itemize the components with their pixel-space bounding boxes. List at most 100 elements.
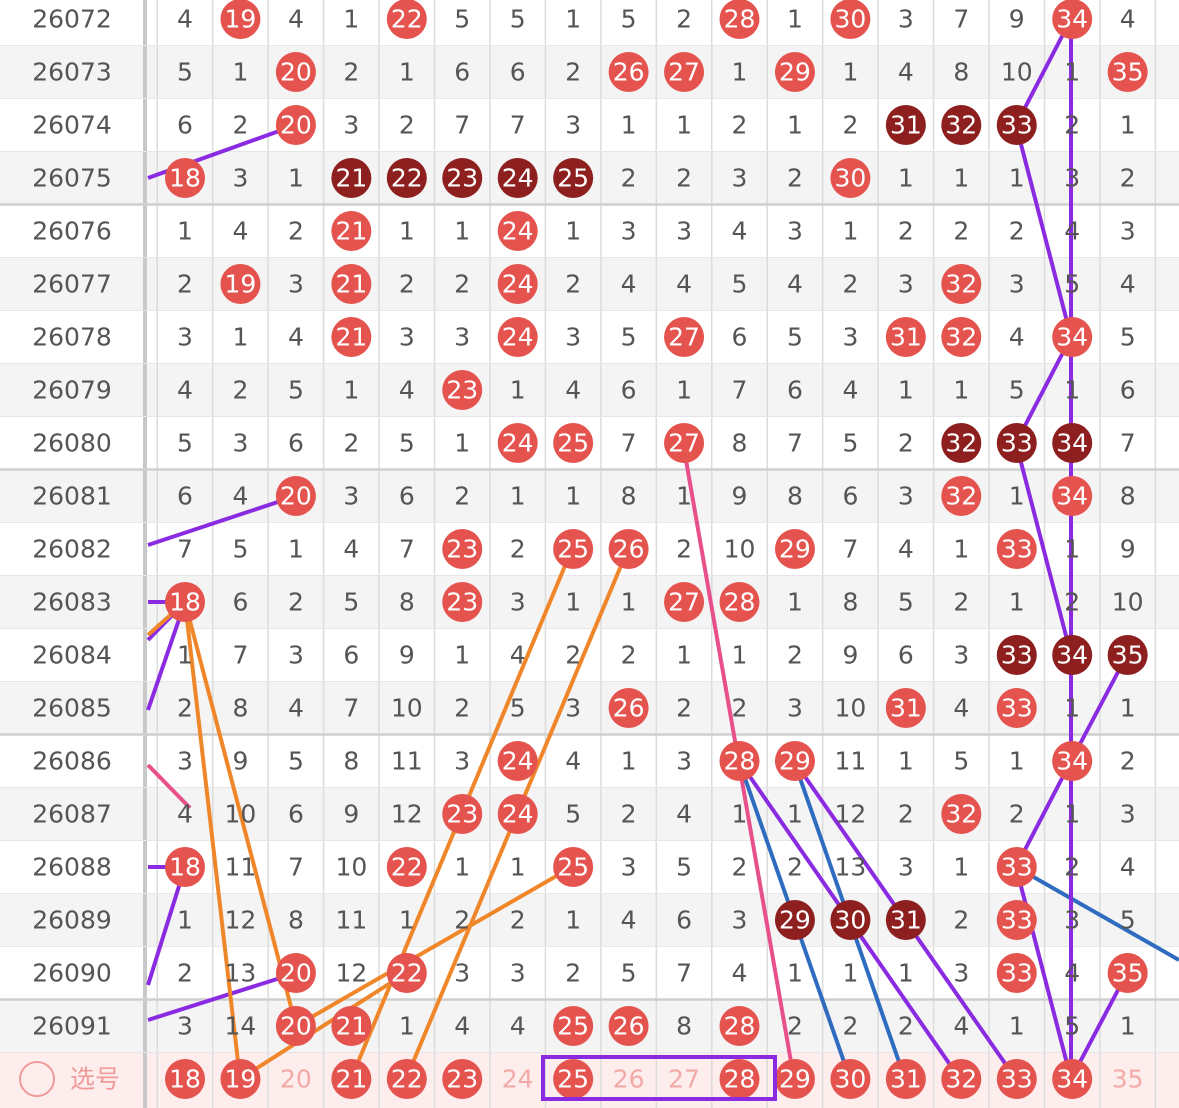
picker-number[interactable]: 29: [779, 1065, 811, 1094]
picker-ball[interactable]: [830, 1059, 871, 1099]
picker-number[interactable]: 22: [391, 1065, 423, 1094]
miss-count: 2: [898, 429, 914, 458]
period: 26091: [32, 1012, 112, 1041]
ball: [885, 688, 926, 728]
miss-count: 1: [177, 906, 193, 935]
miss-count: 6: [288, 800, 304, 829]
ball: [719, 582, 760, 622]
miss-count: 1: [454, 429, 470, 458]
picker-ball[interactable]: [331, 1059, 372, 1099]
period: 26084: [32, 641, 112, 670]
ball: [885, 317, 926, 357]
picker-ball[interactable]: [553, 1059, 594, 1099]
picker-ball[interactable]: [996, 1059, 1037, 1099]
miss-count: 2: [953, 588, 969, 617]
miss-count: 2: [898, 217, 914, 246]
miss-count: 6: [454, 58, 470, 87]
picker-number[interactable]: 33: [1001, 1065, 1033, 1094]
miss-count: 3: [288, 270, 304, 299]
picker-ball[interactable]: [774, 1059, 815, 1099]
miss-count: 7: [842, 535, 858, 564]
picker-number[interactable]: 18: [169, 1065, 201, 1094]
period: 26085: [32, 694, 112, 723]
miss-count: 1: [510, 376, 526, 405]
ball: [331, 317, 372, 357]
picker-label[interactable]: 选号: [70, 1065, 120, 1094]
ball: [553, 529, 594, 569]
picker-number[interactable]: 28: [724, 1065, 756, 1094]
hit-number: 31: [890, 906, 922, 935]
miss-count: 1: [565, 482, 581, 511]
hit-number: 21: [335, 164, 367, 193]
picker-number[interactable]: 27: [668, 1065, 700, 1094]
miss-count: 5: [842, 429, 858, 458]
miss-count: 4: [565, 376, 581, 405]
ball: [774, 52, 815, 92]
picker-number[interactable]: 30: [834, 1065, 866, 1094]
picker-ball[interactable]: [885, 1059, 926, 1099]
hit-number: 20: [280, 482, 312, 511]
picker-number[interactable]: 35: [1112, 1065, 1144, 1094]
miss-count: 3: [1064, 906, 1080, 935]
miss-count: 1: [454, 217, 470, 246]
miss-count: 3: [621, 853, 637, 882]
miss-count: 5: [898, 588, 914, 617]
picker-number[interactable]: 23: [446, 1065, 478, 1094]
ball: [165, 582, 205, 622]
picker-number[interactable]: 19: [225, 1065, 257, 1094]
miss-count: 2: [1064, 588, 1080, 617]
row-bg: [0, 257, 1179, 311]
picker-number[interactable]: 26: [613, 1065, 645, 1094]
miss-count: 1: [621, 111, 637, 140]
hit-number: 21: [335, 270, 367, 299]
miss-count: 9: [1009, 5, 1025, 34]
miss-count: 1: [898, 376, 914, 405]
hit-number: 32: [945, 482, 977, 511]
miss-count: 3: [842, 323, 858, 352]
miss-count: 8: [732, 429, 748, 458]
miss-count: 3: [898, 853, 914, 882]
hit-number: 32: [945, 111, 977, 140]
picker-number[interactable]: 31: [890, 1065, 922, 1094]
miss-count: 10: [225, 800, 257, 829]
hit-number: 29: [779, 535, 811, 564]
picker-ball[interactable]: [941, 1059, 982, 1099]
picker-ball[interactable]: [165, 1059, 205, 1099]
hit-number: 28: [724, 1012, 756, 1041]
miss-count: 9: [842, 641, 858, 670]
period: 26073: [32, 58, 112, 87]
miss-count: 2: [787, 641, 803, 670]
select-toggle[interactable]: [19, 1061, 55, 1097]
picker-ball[interactable]: [386, 1059, 427, 1099]
miss-count: 1: [565, 5, 581, 34]
ball-consecutive: [941, 423, 982, 463]
miss-count: 1: [343, 376, 359, 405]
picker-ball[interactable]: [719, 1059, 760, 1099]
picker-number[interactable]: 24: [502, 1065, 534, 1094]
hit-number: 28: [724, 588, 756, 617]
picker-number[interactable]: 32: [945, 1065, 977, 1094]
miss-count: 1: [732, 800, 748, 829]
picker-number[interactable]: 34: [1056, 1065, 1088, 1094]
picker-ball[interactable]: [442, 1059, 483, 1099]
miss-count: 3: [232, 429, 248, 458]
hit-number: 33: [1001, 694, 1033, 723]
miss-count: 5: [621, 323, 637, 352]
picker-number[interactable]: 20: [280, 1065, 312, 1094]
miss-count: 6: [1120, 376, 1136, 405]
miss-count: 1: [1064, 694, 1080, 723]
miss-count: 7: [676, 959, 692, 988]
selection-box: [541, 1055, 777, 1101]
miss-count: 3: [510, 588, 526, 617]
miss-count: 7: [787, 429, 803, 458]
miss-count: 1: [510, 853, 526, 882]
picker-number[interactable]: 21: [335, 1065, 367, 1094]
picker-ball[interactable]: [1052, 1059, 1093, 1099]
miss-count: 2: [898, 800, 914, 829]
miss-count: 5: [288, 747, 304, 776]
picker-ball[interactable]: [220, 1059, 261, 1099]
miss-count: 2: [953, 217, 969, 246]
picker-number[interactable]: 25: [557, 1065, 589, 1094]
ball: [996, 847, 1037, 887]
row-bg: [0, 98, 1179, 152]
